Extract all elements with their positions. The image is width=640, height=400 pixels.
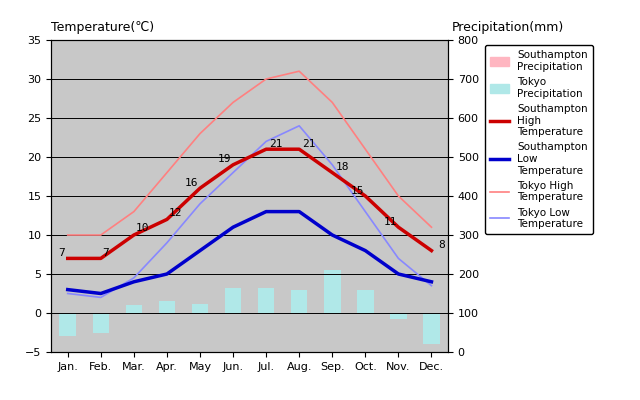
Tokyo Low
Temperature	[196, 201, 204, 206]
Tokyo High
Temperature	[328, 100, 336, 105]
Tokyo High
Temperature	[64, 232, 72, 237]
Tokyo Low
Temperature	[229, 170, 237, 175]
Tokyo High
Temperature	[130, 209, 138, 214]
Text: 18: 18	[335, 162, 349, 172]
Line: Tokyo Low
Temperature: Tokyo Low Temperature	[68, 126, 431, 298]
Tokyo High
Temperature	[163, 170, 171, 175]
Southampton
High
Temperature	[262, 147, 270, 152]
Southampton
High
Temperature	[229, 162, 237, 167]
Text: 12: 12	[168, 208, 182, 218]
Bar	[60, 313, 76, 336]
Legend: Southampton
Precipitation, Tokyo
Precipitation, Southampton
High
Temperature, So: Southampton Precipitation, Tokyo Precipi…	[485, 45, 593, 234]
Text: 8: 8	[438, 240, 445, 250]
Tokyo High
Temperature	[362, 147, 369, 152]
Southampton
High
Temperature	[130, 232, 138, 237]
Text: 15: 15	[351, 186, 364, 196]
Tokyo Low
Temperature	[97, 295, 105, 300]
Tokyo Low
Temperature	[163, 240, 171, 245]
Text: 7: 7	[102, 248, 109, 258]
Southampton
Low
Temperature	[196, 248, 204, 253]
Tokyo Low
Temperature	[296, 123, 303, 128]
Southampton
High
Temperature	[362, 194, 369, 198]
Line: Southampton
Low
Temperature: Southampton Low Temperature	[68, 212, 431, 294]
Tokyo High
Temperature	[296, 69, 303, 74]
Text: 21: 21	[269, 139, 283, 149]
Southampton
High
Temperature	[97, 256, 105, 261]
Southampton
High
Temperature	[196, 186, 204, 190]
Bar	[357, 290, 374, 313]
Southampton
Low
Temperature	[362, 248, 369, 253]
Tokyo Low
Temperature	[428, 283, 435, 288]
Southampton
High
Temperature	[428, 248, 435, 253]
Southampton
High
Temperature	[328, 170, 336, 175]
Tokyo Low
Temperature	[362, 209, 369, 214]
Bar	[291, 290, 307, 313]
Text: Precipitation(mm): Precipitation(mm)	[452, 21, 564, 34]
Text: 19: 19	[218, 154, 232, 164]
Southampton
High
Temperature	[394, 225, 403, 230]
Text: Temperature(℃): Temperature(℃)	[51, 21, 154, 34]
Tokyo High
Temperature	[394, 194, 403, 198]
Southampton
High
Temperature	[64, 256, 72, 261]
Southampton
Low
Temperature	[428, 279, 435, 284]
Text: 16: 16	[185, 178, 198, 188]
Southampton
Low
Temperature	[130, 279, 138, 284]
Tokyo High
Temperature	[262, 77, 270, 82]
Bar	[159, 301, 175, 313]
Southampton
Low
Temperature	[328, 232, 336, 237]
Bar	[192, 304, 208, 313]
Tokyo Low
Temperature	[262, 139, 270, 144]
Southampton
Low
Temperature	[97, 291, 105, 296]
Line: Southampton
High
Temperature: Southampton High Temperature	[68, 149, 431, 258]
Southampton
Low
Temperature	[296, 209, 303, 214]
Southampton
Low
Temperature	[262, 209, 270, 214]
Tokyo High
Temperature	[229, 100, 237, 105]
Tokyo Low
Temperature	[130, 276, 138, 280]
Bar	[324, 270, 340, 313]
Southampton
Low
Temperature	[163, 272, 171, 276]
Line: Tokyo High
Temperature: Tokyo High Temperature	[68, 71, 431, 235]
Southampton
High
Temperature	[163, 217, 171, 222]
Southampton
Low
Temperature	[394, 272, 403, 276]
Text: 11: 11	[383, 217, 397, 227]
Bar	[258, 288, 275, 313]
Bar	[125, 305, 142, 313]
Text: 10: 10	[136, 223, 149, 233]
Tokyo High
Temperature	[428, 225, 435, 230]
Text: 7: 7	[58, 248, 65, 258]
Southampton
Low
Temperature	[229, 225, 237, 230]
Tokyo Low
Temperature	[64, 291, 72, 296]
Text: 21: 21	[303, 139, 316, 149]
Bar	[423, 313, 440, 344]
Southampton
Low
Temperature	[64, 287, 72, 292]
Tokyo High
Temperature	[196, 131, 204, 136]
Bar	[93, 313, 109, 332]
Tokyo High
Temperature	[97, 232, 105, 237]
Southampton
High
Temperature	[296, 147, 303, 152]
Bar	[225, 288, 241, 313]
Tokyo Low
Temperature	[328, 162, 336, 167]
Bar	[390, 313, 406, 319]
Tokyo Low
Temperature	[394, 256, 403, 261]
